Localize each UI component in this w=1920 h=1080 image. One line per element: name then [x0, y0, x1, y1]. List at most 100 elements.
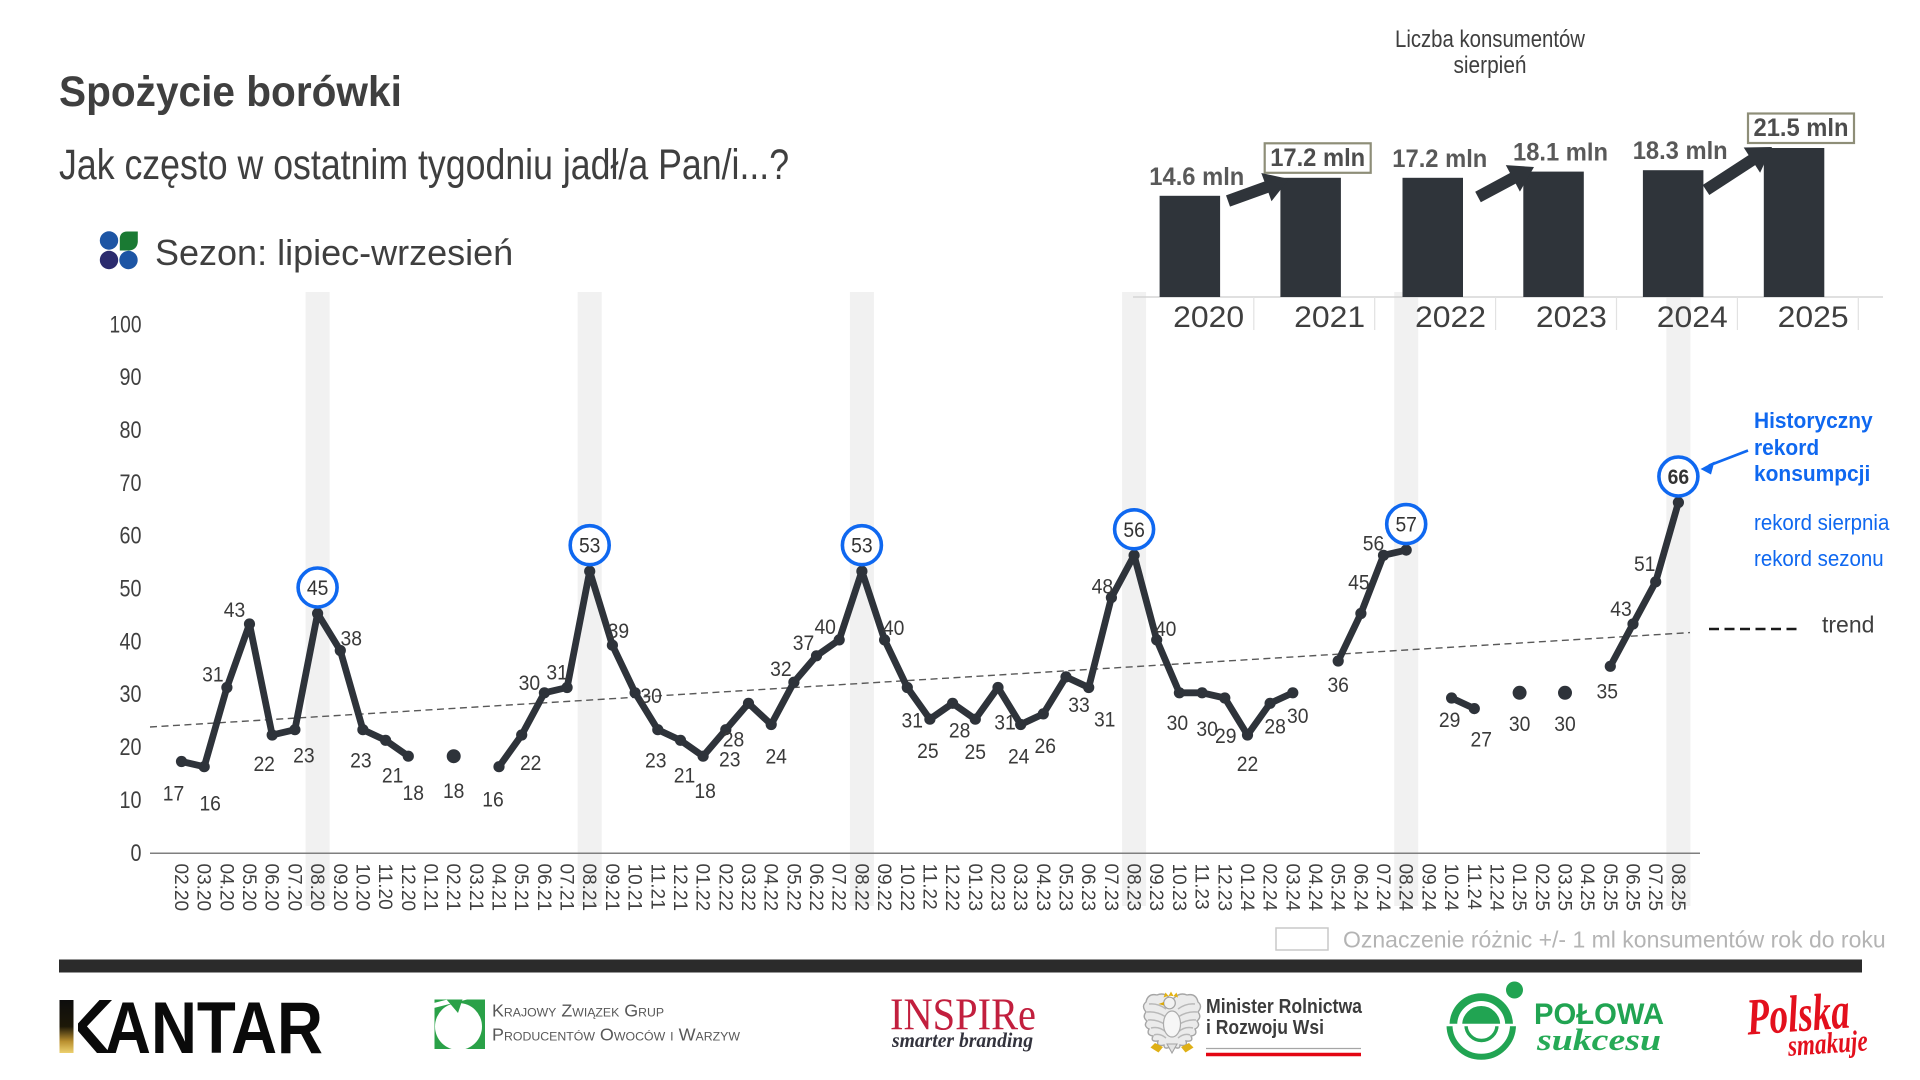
svg-text:31: 31 [1094, 708, 1116, 732]
svg-text:01.21: 01.21 [420, 864, 441, 912]
svg-text:57: 57 [1395, 513, 1417, 537]
svg-text:09.21: 09.21 [601, 864, 622, 912]
svg-text:07.23: 07.23 [1100, 864, 1121, 912]
svg-text:10.24: 10.24 [1440, 864, 1461, 912]
svg-text:08.20: 08.20 [306, 864, 327, 912]
svg-text:02.21: 02.21 [442, 864, 463, 912]
svg-text:08.22: 08.22 [850, 864, 871, 912]
svg-text:Producentów Owoców i Warzyw: Producentów Owoców i Warzyw [492, 1025, 741, 1045]
svg-text:05.24: 05.24 [1327, 864, 1348, 912]
svg-text:05.23: 05.23 [1055, 864, 1076, 912]
svg-text:03.22: 03.22 [737, 864, 758, 912]
svg-text:16: 16 [199, 792, 221, 816]
svg-text:90: 90 [120, 364, 142, 391]
svg-text:07.25: 07.25 [1644, 864, 1665, 912]
svg-text:30: 30 [1196, 717, 1218, 741]
svg-text:Liczba konsumentów: Liczba konsumentów [1395, 26, 1586, 53]
svg-text:trend: trend [1822, 612, 1874, 638]
svg-text:03.23: 03.23 [1009, 864, 1030, 912]
svg-text:25: 25 [917, 739, 939, 763]
svg-text:05.20: 05.20 [238, 864, 259, 912]
svg-text:03.20: 03.20 [193, 864, 214, 912]
svg-text:05.21: 05.21 [510, 864, 531, 912]
svg-text:02.23: 02.23 [987, 864, 1008, 912]
svg-text:06.23: 06.23 [1077, 864, 1098, 912]
svg-text:56: 56 [1363, 531, 1385, 555]
svg-text:09.23: 09.23 [1145, 864, 1166, 912]
svg-text:10: 10 [120, 787, 142, 814]
svg-text:80: 80 [120, 417, 142, 444]
svg-text:36: 36 [1327, 673, 1349, 697]
svg-text:40: 40 [883, 616, 905, 640]
svg-text:10.22: 10.22 [896, 864, 917, 912]
svg-text:45: 45 [1348, 571, 1370, 595]
svg-text:02.20: 02.20 [170, 864, 191, 912]
svg-text:04.20: 04.20 [215, 864, 236, 912]
svg-text:29: 29 [1439, 708, 1461, 732]
svg-text:35: 35 [1597, 679, 1619, 703]
svg-text:43: 43 [224, 598, 246, 622]
svg-text:01.25: 01.25 [1508, 864, 1529, 912]
svg-text:smarter branding: smarter branding [891, 1028, 1033, 1052]
svg-text:21.5 mln: 21.5 mln [1754, 114, 1849, 142]
svg-text:20: 20 [120, 734, 142, 761]
svg-text:17.2 mln: 17.2 mln [1270, 144, 1365, 172]
svg-text:11.22: 11.22 [918, 864, 939, 910]
svg-text:21: 21 [382, 763, 404, 787]
svg-text:22: 22 [253, 752, 275, 776]
svg-text:04.23: 04.23 [1032, 864, 1053, 912]
svg-text:18: 18 [443, 779, 465, 803]
svg-text:70: 70 [120, 470, 142, 497]
svg-text:40: 40 [814, 615, 836, 639]
svg-text:17.2 mln: 17.2 mln [1392, 145, 1487, 173]
svg-text:14.6 mln: 14.6 mln [1149, 163, 1244, 191]
svg-text:53: 53 [579, 534, 601, 558]
svg-text:10.23: 10.23 [1168, 864, 1189, 912]
svg-text:04.25: 04.25 [1576, 864, 1597, 912]
svg-text:31: 31 [202, 663, 224, 687]
svg-text:09.20: 09.20 [329, 864, 350, 912]
svg-text:31: 31 [902, 709, 924, 733]
svg-text:30: 30 [120, 681, 142, 708]
svg-text:05.22: 05.22 [782, 864, 803, 912]
svg-text:i Rozwoju Wsi: i Rozwoju Wsi [1206, 1016, 1324, 1039]
svg-text:30: 30 [1509, 712, 1531, 736]
svg-text:66: 66 [1668, 465, 1690, 489]
svg-text:22: 22 [1237, 752, 1259, 776]
svg-text:Minister Rolnictwa: Minister Rolnictwa [1206, 995, 1363, 1018]
svg-text:23: 23 [350, 749, 372, 773]
svg-text:04.21: 04.21 [488, 864, 509, 912]
svg-text:03.25: 03.25 [1554, 864, 1575, 912]
svg-text:07.21: 07.21 [556, 864, 577, 912]
svg-text:08.25: 08.25 [1667, 864, 1688, 912]
svg-text:sierpień: sierpień [1454, 52, 1527, 79]
svg-text:07.22: 07.22 [828, 864, 849, 912]
svg-text:02.25: 02.25 [1531, 864, 1552, 912]
svg-text:11.21: 11.21 [646, 864, 667, 910]
svg-text:02.24: 02.24 [1259, 864, 1280, 912]
svg-text:06.24: 06.24 [1349, 864, 1370, 912]
svg-text:POŁOWA: POŁOWA [1534, 998, 1664, 1031]
svg-text:56: 56 [1123, 518, 1145, 542]
svg-text:100: 100 [110, 311, 142, 338]
svg-text:43: 43 [1610, 597, 1632, 621]
svg-text:23: 23 [645, 749, 667, 773]
svg-text:17: 17 [163, 782, 185, 806]
svg-text:45: 45 [307, 576, 329, 600]
svg-text:10.21: 10.21 [624, 864, 645, 912]
svg-text:10.20: 10.20 [351, 864, 372, 912]
svg-text:18: 18 [403, 781, 425, 805]
svg-text:39: 39 [608, 619, 630, 643]
svg-text:51: 51 [1634, 552, 1656, 576]
svg-text:09.22: 09.22 [873, 864, 894, 912]
svg-text:03.24: 03.24 [1281, 864, 1302, 912]
svg-text:30: 30 [1287, 704, 1309, 728]
svg-text:2025: 2025 [1778, 301, 1849, 334]
svg-text:30: 30 [1554, 712, 1576, 736]
svg-text:04.24: 04.24 [1304, 864, 1325, 912]
svg-text:30: 30 [1167, 711, 1189, 735]
svg-text:Oznaczenie różnic +/- 1 ml kon: Oznaczenie różnic +/- 1 ml konsumentów r… [1343, 927, 1886, 953]
svg-text:40: 40 [1155, 617, 1177, 641]
svg-text:sukcesu: sukcesu [1536, 1022, 1661, 1057]
svg-text:0: 0 [131, 840, 142, 867]
